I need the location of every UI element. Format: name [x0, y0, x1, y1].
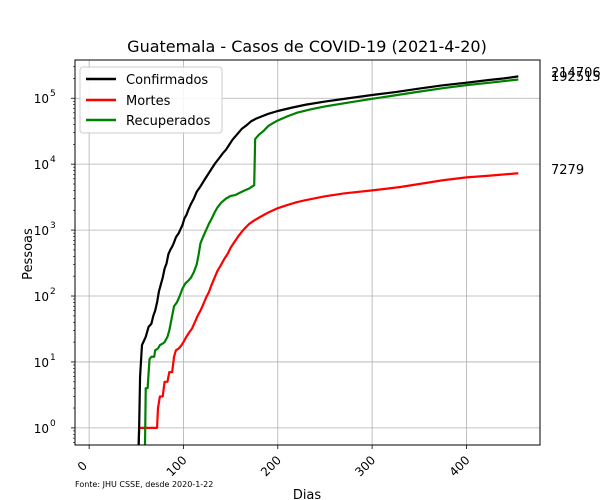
legend-label-recuperados: Recuperados	[126, 114, 211, 129]
series-line-confirmados	[137, 75, 519, 445]
series-line-recuperados	[143, 78, 519, 445]
x-axis-label: Dias	[293, 488, 322, 500]
y-tick-label: 10	[34, 422, 49, 436]
grid-layer	[75, 60, 540, 445]
y-tick-label: 10	[34, 224, 49, 238]
y-tick-exponent: 2	[50, 287, 56, 297]
y-axis-label: Pessoas	[21, 228, 36, 280]
legend-box	[79, 66, 223, 134]
y-tick-label: 10	[34, 92, 49, 106]
legend-item-recuperados: Recuperados	[86, 114, 211, 129]
y-tick-exponent: 0	[50, 419, 56, 429]
y-tick-exponent: 5	[50, 89, 56, 99]
end-label-recuperados: 192515	[551, 70, 600, 85]
plot-area-frame	[74, 59, 541, 446]
y-tick-label: 10	[34, 290, 49, 304]
legend-item-mortes: Mortes	[86, 94, 171, 109]
end-label-confirmados: 214706	[551, 66, 600, 81]
series-line-mortes	[137, 172, 519, 445]
legend-label-mortes: Mortes	[126, 94, 171, 109]
y-tick-label: 10	[34, 356, 49, 370]
chart-title: Guatemala - Casos de COVID-19 (2021-4-20…	[127, 37, 487, 56]
legend-item-confirmados: Confirmados	[86, 73, 208, 88]
end-label-mortes: 7279	[551, 163, 584, 178]
y-tick-exponent: 3	[50, 221, 56, 231]
legend-label-confirmados: Confirmados	[126, 73, 208, 88]
y-tick-exponent: 1	[50, 353, 56, 363]
y-tick-exponent: 4	[50, 155, 56, 165]
legend: Confirmados Mortes Recuperados	[79, 66, 223, 134]
series-layer	[137, 75, 519, 445]
y-tick-label: 10	[34, 158, 49, 172]
source-note: Fonte: JHU CSSE, desde 2020-1-22	[75, 480, 213, 489]
